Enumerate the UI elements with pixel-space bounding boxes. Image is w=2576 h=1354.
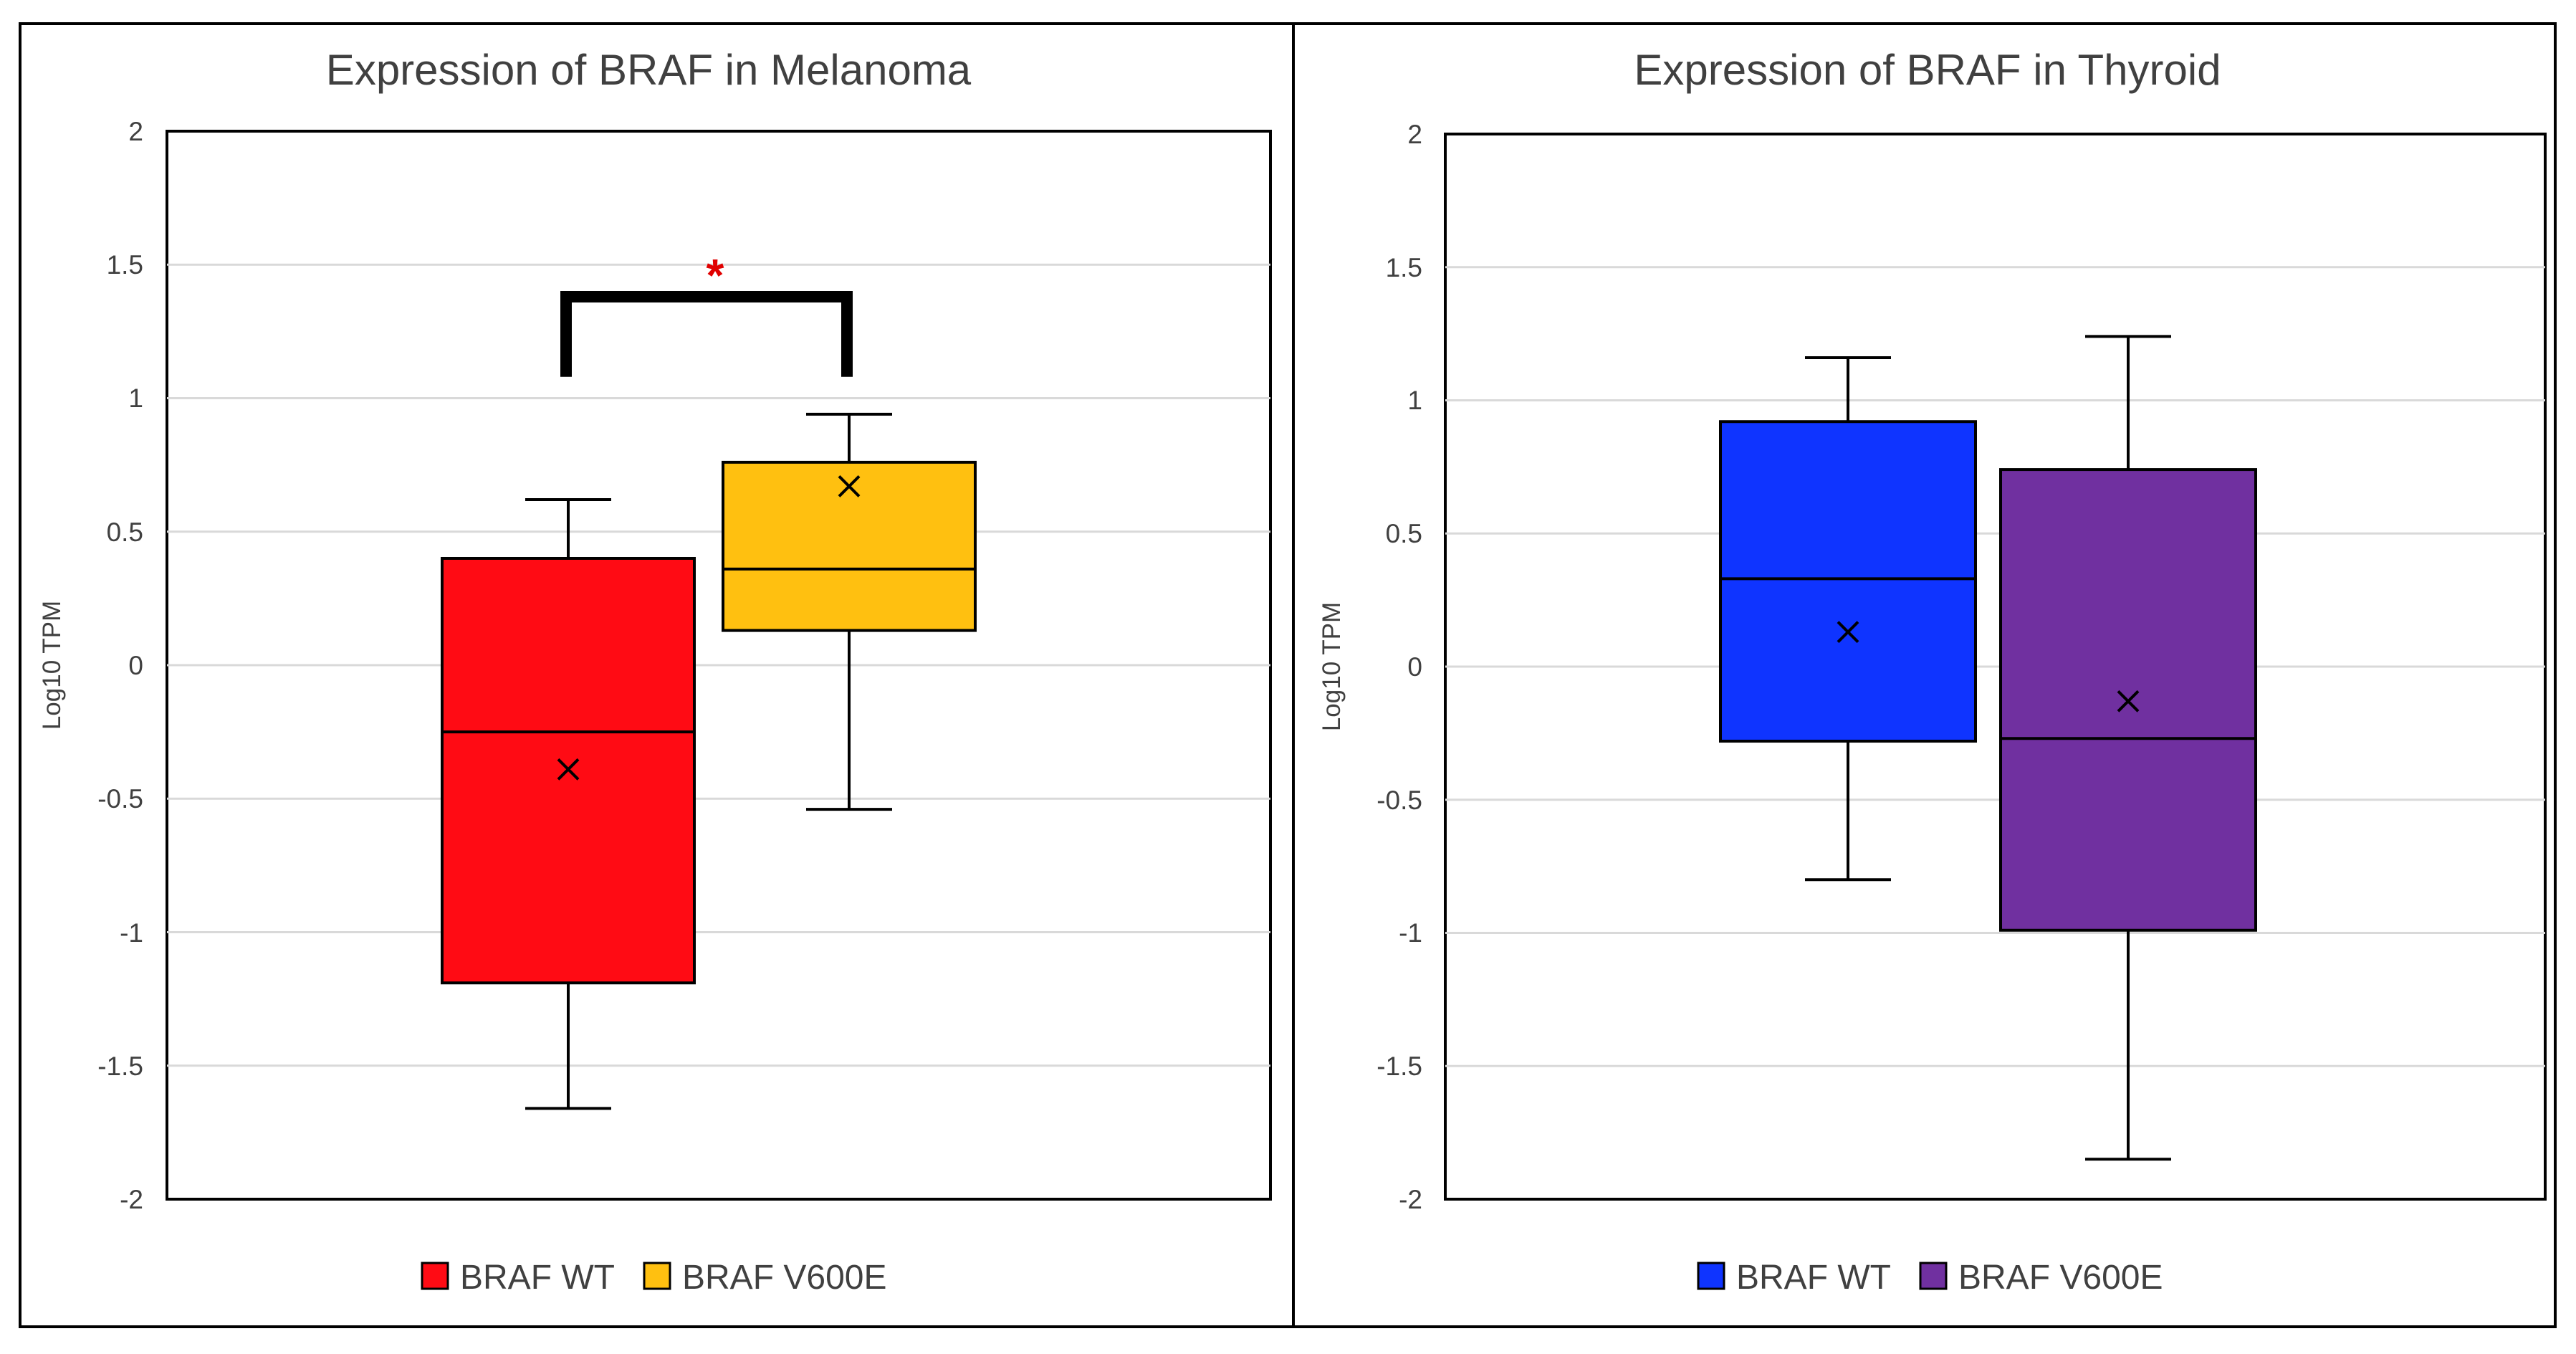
legend-label-braf-v600e: BRAF V600E (682, 1259, 886, 1297)
y-tick-label: 1.5 (1386, 253, 1422, 282)
panel-thyroid: Expression of BRAF in Thyroid 2 1.5 1 0.… (1318, 46, 2547, 1297)
box-braf-wt (441, 498, 696, 1110)
iqr-box (1999, 468, 2257, 932)
y-tick-label: -0.5 (1376, 786, 1422, 815)
y-tick-label: 0.5 (107, 518, 143, 547)
y-axis-ticks: 2 1.5 1 0.5 0 -0.5 -1 -1.5 -2 (97, 117, 143, 1214)
y-tick-label: -1.5 (97, 1052, 143, 1081)
mean-marker (838, 475, 861, 497)
gridlines (1445, 266, 2545, 1067)
box-series (1719, 335, 2257, 1161)
panel-melanoma: Expression of BRAF in Melanoma 2 1.5 1 0… (38, 46, 1272, 1297)
legend-swatch-braf-v600e (643, 1262, 671, 1290)
significance-star: * (707, 249, 724, 301)
y-tick-label: -2 (1399, 1185, 1422, 1214)
y-tick-label: 1.5 (107, 250, 143, 280)
y-tick-label: -2 (120, 1185, 143, 1214)
legend-swatch-braf-v600e (1919, 1262, 1948, 1290)
box-braf-wt (1719, 356, 1977, 882)
mean-marker (557, 758, 580, 781)
gridlines (167, 263, 1270, 1067)
y-tick-label: 2 (1407, 120, 1422, 149)
mean-marker (2117, 690, 2140, 712)
box-series (441, 412, 977, 1110)
iqr-box (1719, 420, 1977, 743)
significance-annotation: * (560, 249, 853, 377)
legend-label-braf-wt: BRAF WT (1736, 1259, 1891, 1297)
legend-swatch-braf-wt (421, 1262, 449, 1290)
y-axis-label: Log10 TPM (38, 601, 66, 730)
y-tick-label: -0.5 (97, 784, 143, 814)
significance-bracket (560, 290, 853, 377)
legend: BRAF WT BRAF V600E (1697, 1259, 2163, 1297)
legend-swatch-braf-wt (1697, 1262, 1725, 1290)
legend-label-braf-v600e: BRAF V600E (1958, 1259, 2163, 1297)
box-braf-v600e (1999, 335, 2257, 1161)
iqr-box (722, 460, 977, 632)
box-braf-v600e (722, 412, 977, 811)
y-tick-label: 0.5 (1386, 519, 1422, 548)
figure-border (19, 22, 2557, 1328)
y-tick-label: 0 (1407, 652, 1422, 682)
y-tick-label: 2 (128, 117, 143, 146)
y-axis-ticks: 2 1.5 1 0.5 0 -0.5 -1 -1.5 -2 (1376, 120, 1422, 1214)
y-tick-label: 1 (1407, 386, 1422, 415)
y-tick-label: -1.5 (1376, 1052, 1422, 1081)
y-axis-label: Log10 TPM (1318, 602, 1346, 731)
legend-label-braf-wt: BRAF WT (460, 1259, 615, 1297)
y-tick-label: -1 (1399, 918, 1422, 948)
y-tick-label: 0 (128, 651, 143, 680)
y-tick-label: -1 (120, 918, 143, 948)
chart-title: Expression of BRAF in Thyroid (1634, 46, 2221, 94)
chart-title: Expression of BRAF in Melanoma (326, 46, 972, 94)
y-tick-label: 1 (128, 383, 143, 413)
legend: BRAF WT BRAF V600E (421, 1259, 886, 1297)
mean-marker (1837, 621, 1859, 644)
